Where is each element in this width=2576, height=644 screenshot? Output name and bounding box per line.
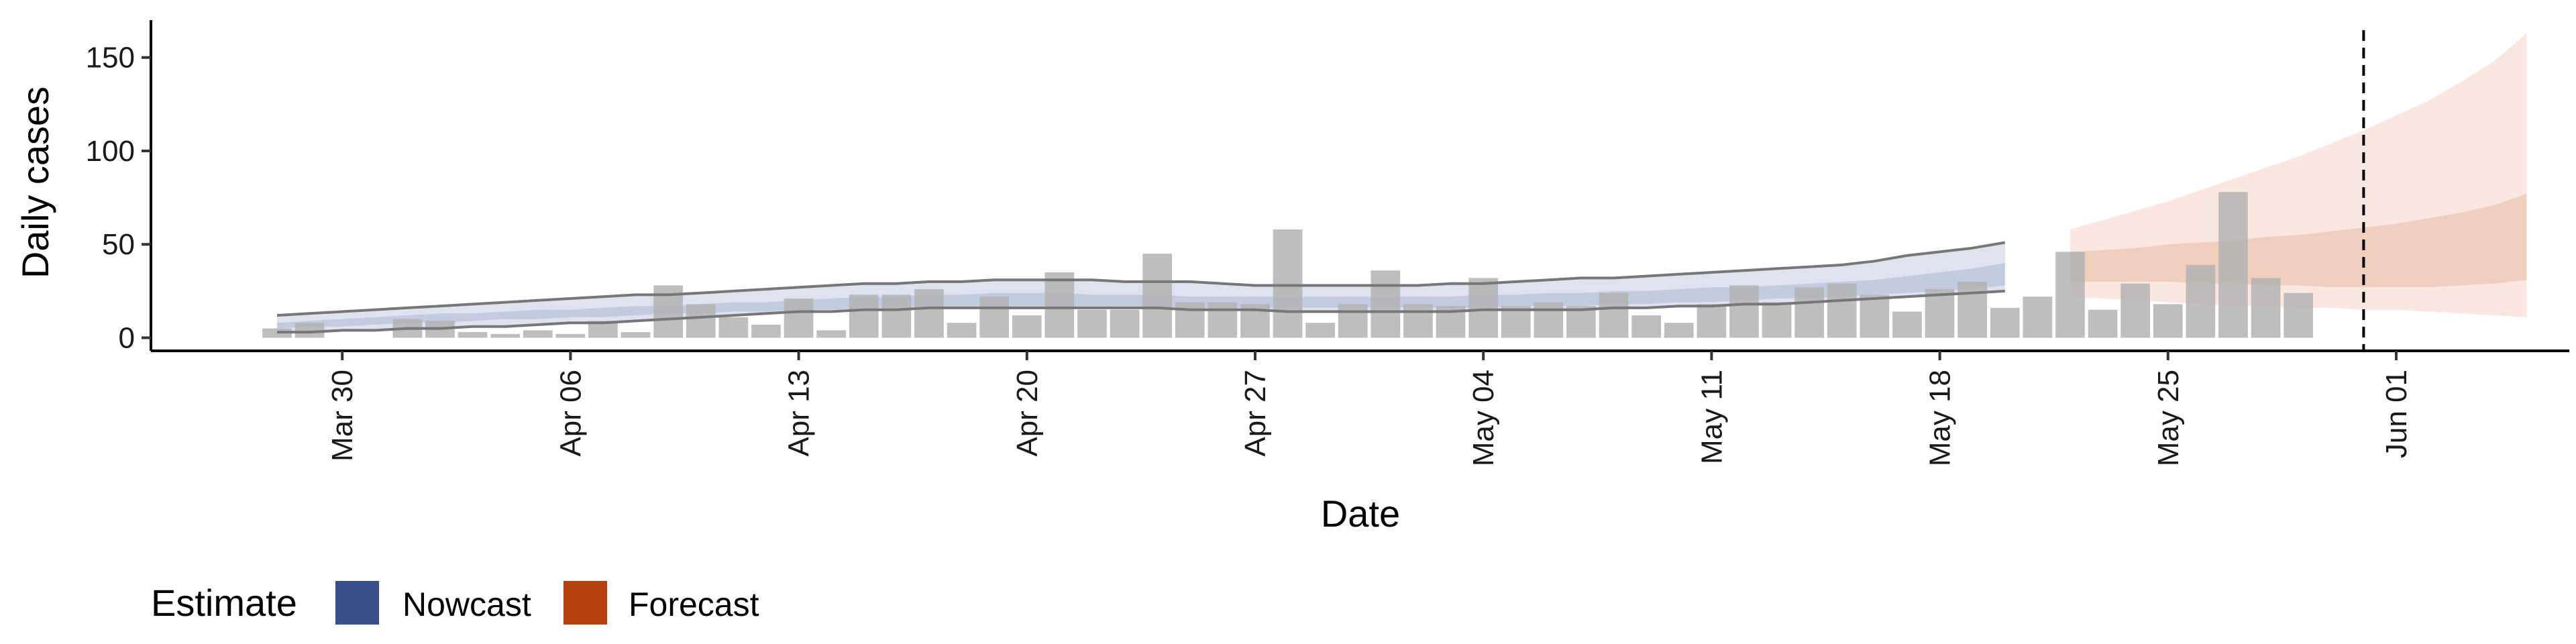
interval-lines (276, 241, 2006, 334)
case-bar (784, 299, 814, 338)
case-bar (294, 323, 325, 338)
case-bar (816, 330, 846, 338)
case-bar (2153, 304, 2183, 338)
case-bar (1631, 315, 1661, 338)
y-tick-label: 100 (86, 135, 135, 168)
case-bar (523, 330, 553, 338)
case-bar (1566, 306, 1596, 338)
case-bar (1664, 323, 1694, 338)
case-bar (1860, 294, 1890, 338)
legend-swatch-forecast (564, 581, 607, 625)
case-bar (2284, 292, 2313, 338)
x-tick-label: May 04 (1467, 370, 1500, 466)
x-tick-label: Apr 27 (1239, 370, 1272, 457)
case-bar (1925, 289, 1955, 338)
case-bar (1371, 270, 1401, 338)
x-tick-label: Apr 20 (1011, 370, 1044, 457)
case-bar (1990, 307, 2020, 338)
case-bar (1338, 304, 1368, 338)
case-bar (1208, 302, 1238, 338)
nowcast-upper-line (276, 241, 2006, 317)
case-bar (2186, 264, 2216, 338)
case-bar (458, 332, 488, 338)
case-bar (947, 323, 977, 338)
x-tick-label: Apr 06 (554, 370, 587, 457)
case-bar (751, 325, 781, 338)
axes: 0 50 100 150 Mar 30 Apr 06 Apr 13 Apr 20 Apr 27 M… (86, 20, 2569, 466)
case-bar (2055, 252, 2085, 338)
x-tick-label: Apr 13 (783, 370, 816, 457)
y-axis-title: Daily cases (14, 87, 56, 278)
case-bar (2088, 309, 2118, 338)
case-bar (1468, 278, 1498, 338)
x-tick-label: May 25 (2152, 370, 2185, 466)
case-bar (1077, 309, 1107, 338)
case-bar (718, 317, 749, 338)
case-bar (979, 297, 1009, 338)
case-bar (2251, 278, 2281, 338)
nowcast-lower-line (277, 289, 2005, 334)
case-bar (1305, 323, 1335, 338)
x-axis-title: Date (1321, 492, 1400, 535)
case-bar (1729, 285, 1759, 338)
legend-label-forecast: Forecast (629, 586, 759, 623)
x-tick-label: Jun 01 (2380, 370, 2413, 458)
case-bar (1697, 304, 1727, 338)
case-bar (621, 332, 651, 338)
case-bar (686, 304, 716, 338)
case-bar (1044, 272, 1075, 338)
case-bar (1110, 309, 1140, 338)
x-tick-label: Mar 30 (326, 370, 359, 462)
x-tick-label: May 18 (1924, 370, 1957, 466)
case-bar (1012, 315, 1042, 338)
legend-label-nowcast: Nowcast (402, 586, 531, 623)
case-bar (1175, 302, 1205, 338)
legend: Estimate Nowcast Forecast (151, 581, 759, 625)
case-bar (881, 294, 912, 338)
case-bar (555, 333, 586, 338)
case-bar (1273, 229, 1303, 338)
case-bar (1892, 311, 1922, 338)
legend-swatch-nowcast (335, 581, 379, 625)
case-bar (849, 294, 879, 338)
y-tick-label: 50 (102, 228, 135, 261)
legend-title: Estimate (151, 582, 297, 624)
case-bar (2023, 297, 2053, 338)
case-bar (1827, 283, 1857, 338)
case-bar (1534, 302, 1564, 338)
case-bar (1762, 302, 1792, 338)
case-bar (1501, 306, 1531, 338)
case-bar (1142, 254, 1172, 338)
case-bar (1403, 304, 1433, 338)
case-bar (914, 289, 944, 338)
case-bar (2121, 283, 2150, 338)
y-tick-label: 150 (86, 42, 135, 74)
case-bars (262, 192, 2313, 338)
case-bar (1599, 292, 1629, 338)
case-bar (262, 328, 292, 338)
forecast-band-50 (2070, 194, 2527, 288)
case-bar (1794, 287, 1824, 338)
case-bar (1957, 281, 1987, 338)
case-bar (490, 333, 520, 338)
x-tick-label: May 11 (1695, 370, 1728, 464)
case-bar (2218, 192, 2248, 338)
y-tick-label: 0 (119, 322, 135, 355)
